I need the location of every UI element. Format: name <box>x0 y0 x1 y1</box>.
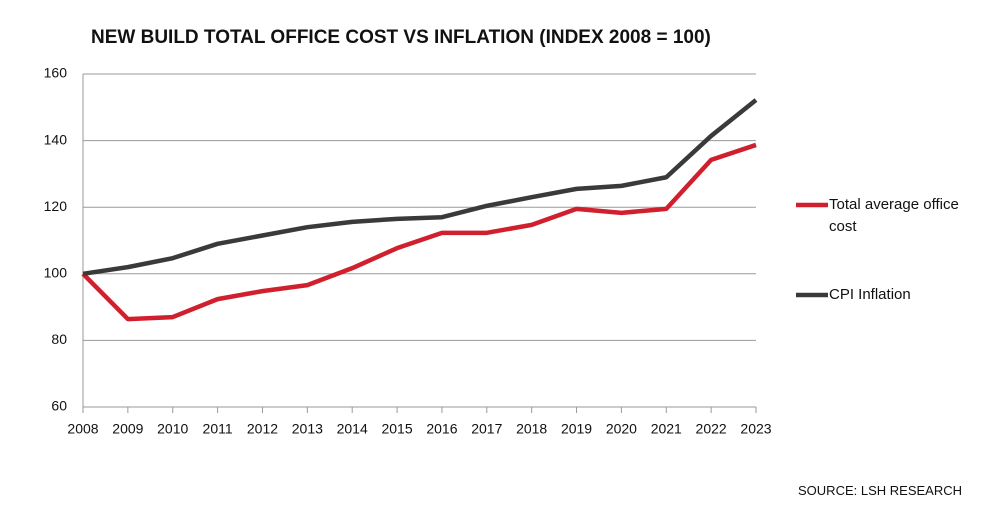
legend-label: Total average office cost <box>829 196 959 235</box>
x-tick-label: 2020 <box>606 421 637 437</box>
x-tick-label: 2023 <box>740 421 771 437</box>
x-tick-label: 2013 <box>292 421 323 437</box>
x-tick-label: 2014 <box>337 421 368 437</box>
line-series <box>82 98 758 277</box>
y-tick-label: 120 <box>44 198 68 214</box>
y-tick-label: 160 <box>44 65 68 81</box>
source: SOURCE: LSH RESEARCH <box>798 483 962 498</box>
y-tick-label: 60 <box>51 398 67 414</box>
x-tick-label: 2011 <box>203 421 233 437</box>
x-tick-label: 2017 <box>471 421 502 437</box>
line-series <box>81 142 757 322</box>
x-tick-label: 2016 <box>426 421 457 437</box>
x-tick-label: 2015 <box>381 421 412 437</box>
x-tick-label: 2008 <box>67 421 98 437</box>
x-tick-label: 2010 <box>157 421 188 437</box>
y-tick-label: 80 <box>51 331 67 347</box>
x-tick-label: 2018 <box>516 421 547 437</box>
y-tick-label: 140 <box>44 131 68 147</box>
y-tick-label: 100 <box>44 265 68 281</box>
x-tick-label: 2009 <box>112 421 143 437</box>
chart-title: NEW BUILD TOTAL OFFICE COST VS INFLATION… <box>91 27 711 48</box>
x-tick-label: 2012 <box>247 421 278 437</box>
legend-label: CPI Inflation <box>829 286 911 303</box>
x-tick-label: 2022 <box>696 421 727 437</box>
x-tick-label: 2019 <box>561 421 592 437</box>
x-tick-label: 2021 <box>651 421 682 437</box>
